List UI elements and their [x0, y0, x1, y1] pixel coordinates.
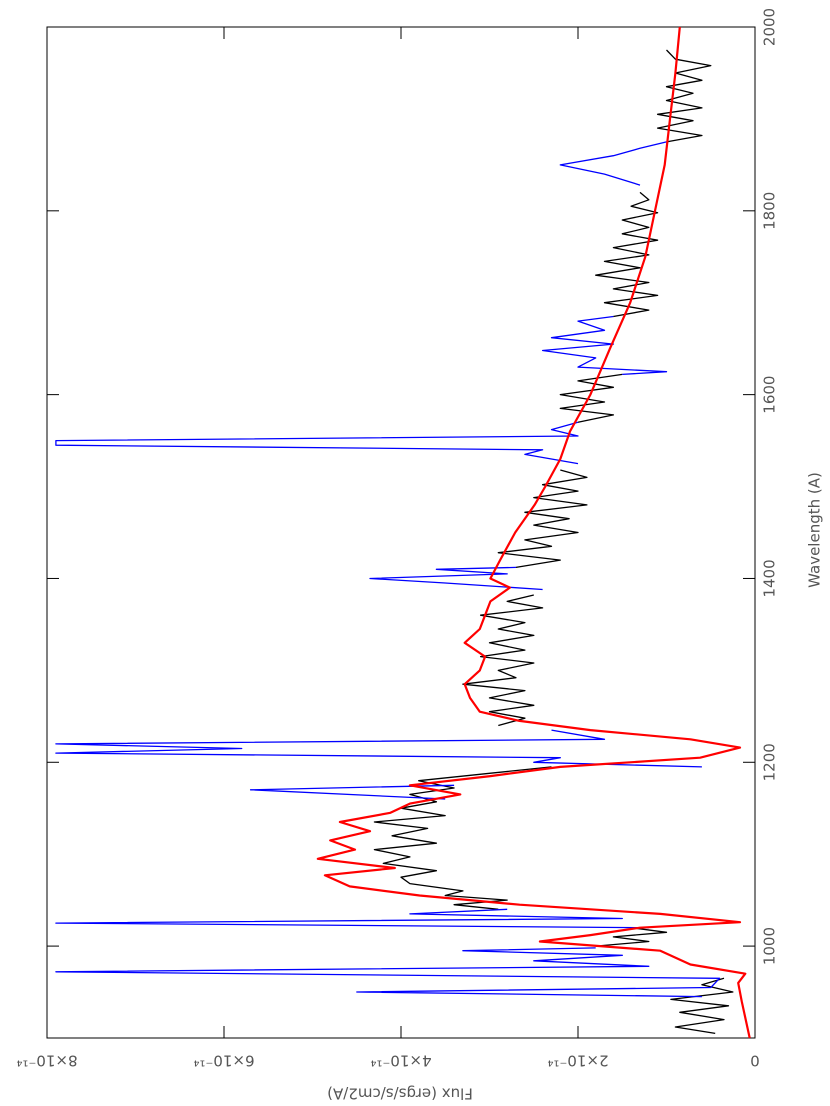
x-axis-label: Wavelength (A): [806, 472, 824, 588]
y-tick-label: 8×10⁻¹⁴: [16, 1052, 77, 1070]
y-tick-label: 2×10⁻¹⁴: [547, 1052, 608, 1070]
x-tick-label: 1200: [761, 743, 779, 781]
x-tick-label: 1800: [761, 192, 779, 230]
x-tick-label: 1000: [761, 927, 779, 965]
plot-frame: [46, 26, 756, 1039]
y-tick-label: 0: [750, 1052, 760, 1070]
y-tick-label: 4×10⁻¹⁴: [370, 1052, 431, 1070]
y-tick-label: 6×10⁻¹⁴: [193, 1052, 254, 1070]
x-tick-label: 2000: [761, 8, 779, 46]
spectrum-line: [373, 49, 734, 1035]
spectrum-line: [316, 26, 751, 1039]
x-tick-label: 1400: [761, 559, 779, 597]
y-axis-label: Flux (ergs/s/cm2/A): [327, 1085, 473, 1103]
spectrum-line: [55, 141, 721, 998]
x-tick-label: 1600: [761, 376, 779, 414]
